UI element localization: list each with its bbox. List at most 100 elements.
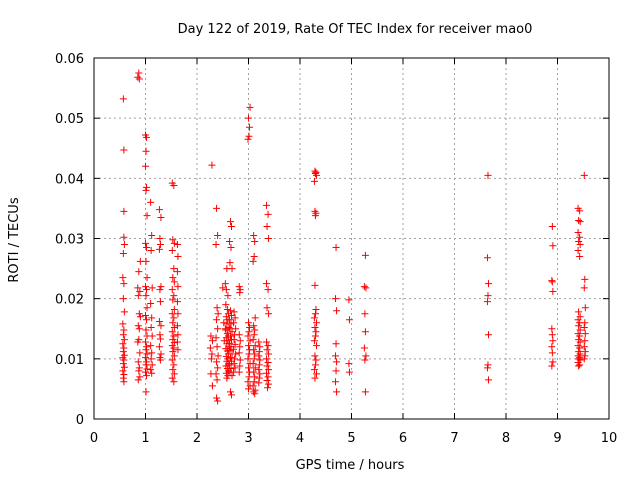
- data-point: [119, 374, 127, 382]
- data-point: [214, 352, 222, 360]
- data-point: [251, 373, 259, 381]
- data-point: [120, 344, 128, 352]
- data-point: [157, 213, 165, 221]
- data-point: [142, 147, 150, 155]
- data-point: [265, 380, 273, 388]
- data-point: [312, 171, 320, 179]
- data-point: [168, 374, 176, 382]
- data-point: [142, 361, 150, 369]
- data-point: [226, 218, 234, 226]
- data-point: [142, 257, 150, 265]
- data-point: [581, 275, 589, 283]
- data-point: [226, 332, 234, 340]
- data-point: [263, 355, 271, 363]
- data-point: [548, 278, 556, 286]
- data-point: [576, 338, 584, 346]
- data-point: [333, 358, 341, 366]
- data-point: [135, 268, 143, 276]
- data-point: [235, 368, 243, 376]
- data-point: [236, 337, 244, 345]
- data-point: [250, 331, 258, 339]
- data-point: [156, 335, 164, 343]
- data-point: [311, 374, 319, 382]
- data-point: [222, 326, 230, 334]
- data-point: [120, 308, 128, 316]
- data-point: [228, 312, 236, 320]
- data-point: [576, 361, 584, 369]
- data-point: [250, 368, 258, 376]
- data-point: [231, 364, 239, 372]
- data-point: [251, 238, 259, 246]
- data-point: [333, 388, 341, 396]
- data-point: [213, 204, 221, 212]
- data-point: [173, 298, 181, 306]
- data-point: [143, 133, 151, 141]
- data-point: [174, 346, 182, 354]
- data-point: [245, 342, 252, 350]
- data-point: [225, 316, 233, 324]
- data-point: [236, 286, 244, 294]
- y-axis-label: ROTI / TECUs: [7, 197, 22, 282]
- data-point: [345, 296, 353, 304]
- data-point: [264, 373, 272, 381]
- data-point: [228, 265, 236, 273]
- data-point: [142, 186, 150, 194]
- data-point: [223, 305, 231, 313]
- data-point: [143, 304, 151, 312]
- data-point: [312, 305, 320, 313]
- data-point: [256, 370, 264, 378]
- data-point: [576, 344, 584, 352]
- data-point: [265, 310, 273, 318]
- data-point: [169, 274, 177, 282]
- data-point: [548, 325, 556, 333]
- data-point: [232, 350, 240, 358]
- data-point: [250, 231, 258, 239]
- data-point: [147, 299, 155, 307]
- data-point: [264, 210, 272, 218]
- data-point: [230, 336, 238, 344]
- data-point: [311, 170, 319, 178]
- data-point: [244, 378, 252, 386]
- y-tick-label: 0.03: [55, 233, 84, 248]
- x-tick-label: 4: [296, 431, 304, 446]
- data-point: [574, 316, 582, 324]
- data-point: [484, 331, 492, 339]
- data-point: [170, 278, 178, 286]
- data-point: [236, 343, 244, 351]
- data-point: [484, 376, 492, 384]
- data-point: [213, 358, 221, 366]
- data-point: [136, 349, 144, 357]
- data-point: [222, 301, 230, 309]
- data-point: [549, 337, 557, 345]
- data-point: [148, 332, 156, 340]
- y-tick-label: 0.01: [55, 353, 84, 368]
- data-point: [265, 350, 273, 358]
- data-point: [227, 244, 235, 252]
- data-point: [170, 361, 178, 369]
- x-tick-label: 1: [141, 431, 149, 446]
- data-point: [143, 244, 151, 252]
- data-point: [548, 331, 556, 339]
- x-tick-label: 2: [193, 431, 201, 446]
- data-point: [135, 69, 143, 77]
- data-point: [244, 355, 252, 363]
- data-point: [143, 372, 151, 380]
- data-point: [156, 298, 164, 306]
- data-point: [251, 342, 259, 350]
- data-point: [580, 324, 588, 332]
- data-point: [236, 362, 244, 370]
- data-point: [230, 345, 238, 353]
- data-point: [362, 284, 370, 292]
- data-point: [168, 286, 176, 294]
- data-point: [134, 358, 142, 366]
- data-point: [548, 362, 556, 370]
- chart-title: Day 122 of 2019, Rate Of TEC Index for r…: [178, 22, 533, 37]
- data-point: [226, 388, 234, 396]
- data-point: [168, 328, 176, 336]
- data-point: [228, 391, 236, 399]
- data-point: [143, 358, 151, 366]
- data-point: [174, 283, 182, 291]
- data-point: [576, 207, 584, 215]
- data-point: [263, 304, 271, 312]
- data-point: [134, 322, 142, 330]
